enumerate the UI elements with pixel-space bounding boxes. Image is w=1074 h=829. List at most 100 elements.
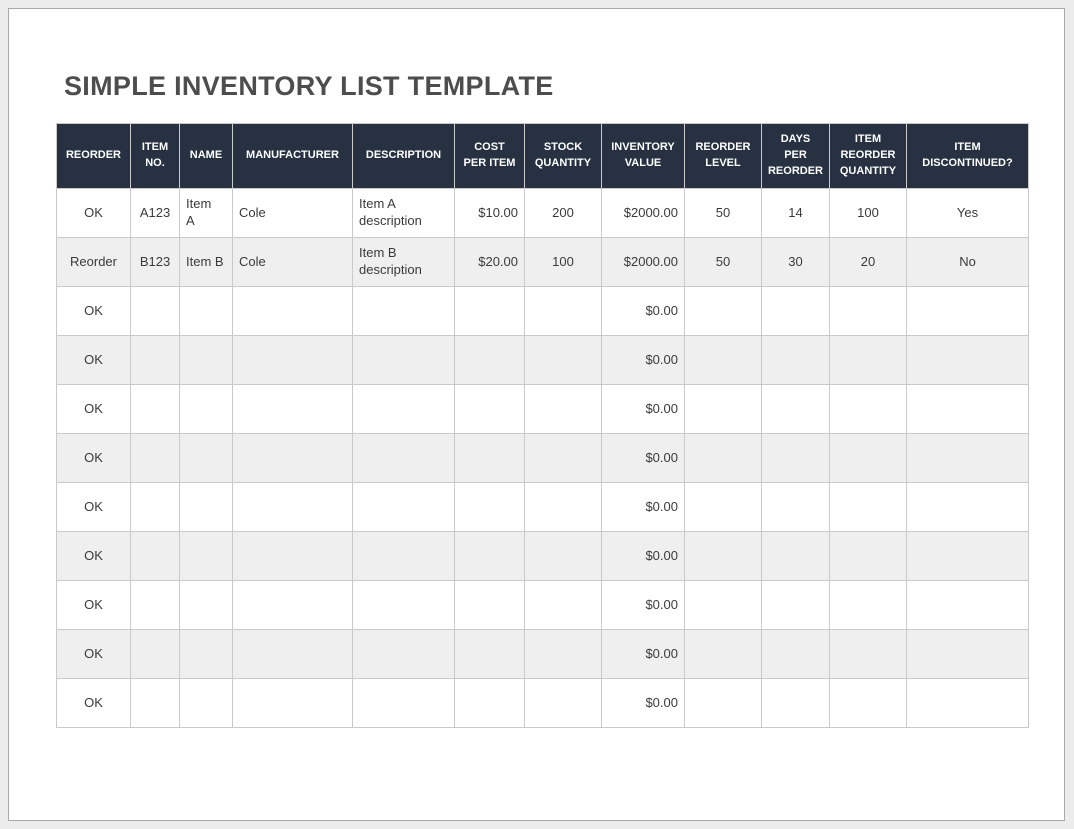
cell-cost_per_item[interactable] (454, 531, 525, 581)
cell-manufacturer[interactable] (232, 482, 353, 532)
cell-cost_per_item[interactable] (454, 629, 525, 679)
cell-manufacturer[interactable] (232, 433, 353, 483)
cell-description[interactable] (352, 580, 455, 630)
cell-reorder[interactable]: OK (56, 286, 131, 336)
cell-item_reorder_quantity[interactable] (829, 286, 907, 336)
cell-inventory_value[interactable]: $0.00 (601, 580, 685, 630)
cell-reorder_level[interactable] (684, 286, 762, 336)
cell-reorder[interactable]: OK (56, 433, 131, 483)
cell-item_discontinued[interactable] (906, 678, 1029, 728)
cell-stock_quantity[interactable] (524, 433, 602, 483)
cell-name[interactable] (179, 482, 233, 532)
cell-name[interactable]: Item A (179, 188, 233, 238)
cell-manufacturer[interactable] (232, 678, 353, 728)
cell-stock_quantity[interactable] (524, 629, 602, 679)
cell-reorder_level[interactable] (684, 384, 762, 434)
cell-stock_quantity[interactable] (524, 384, 602, 434)
cell-reorder[interactable]: OK (56, 678, 131, 728)
cell-item_reorder_quantity[interactable] (829, 384, 907, 434)
cell-description[interactable] (352, 678, 455, 728)
cell-manufacturer[interactable] (232, 629, 353, 679)
cell-item_no[interactable]: B123 (130, 237, 180, 287)
cell-item_no[interactable] (130, 482, 180, 532)
cell-item_discontinued[interactable]: Yes (906, 188, 1029, 238)
cell-item_no[interactable] (130, 678, 180, 728)
cell-item_discontinued[interactable] (906, 482, 1029, 532)
cell-days_per_reorder[interactable] (761, 580, 830, 630)
cell-stock_quantity[interactable] (524, 286, 602, 336)
cell-item_reorder_quantity[interactable] (829, 482, 907, 532)
cell-stock_quantity[interactable] (524, 531, 602, 581)
cell-manufacturer[interactable] (232, 531, 353, 581)
cell-reorder_level[interactable] (684, 433, 762, 483)
cell-item_discontinued[interactable] (906, 580, 1029, 630)
cell-manufacturer[interactable] (232, 335, 353, 385)
cell-inventory_value[interactable]: $0.00 (601, 384, 685, 434)
cell-name[interactable] (179, 678, 233, 728)
cell-days_per_reorder[interactable] (761, 384, 830, 434)
cell-inventory_value[interactable]: $0.00 (601, 678, 685, 728)
cell-cost_per_item[interactable] (454, 286, 525, 336)
cell-manufacturer[interactable] (232, 384, 353, 434)
cell-name[interactable] (179, 531, 233, 581)
cell-reorder[interactable]: OK (56, 482, 131, 532)
cell-description[interactable] (352, 629, 455, 679)
cell-description[interactable] (352, 433, 455, 483)
cell-days_per_reorder[interactable] (761, 678, 830, 728)
cell-item_no[interactable] (130, 433, 180, 483)
cell-days_per_reorder[interactable] (761, 531, 830, 581)
cell-reorder_level[interactable]: 50 (684, 188, 762, 238)
cell-inventory_value[interactable]: $0.00 (601, 335, 685, 385)
cell-item_no[interactable]: A123 (130, 188, 180, 238)
cell-inventory_value[interactable]: $0.00 (601, 433, 685, 483)
cell-item_reorder_quantity[interactable] (829, 629, 907, 679)
cell-reorder_level[interactable] (684, 678, 762, 728)
cell-item_reorder_quantity[interactable]: 20 (829, 237, 907, 287)
cell-item_no[interactable] (130, 531, 180, 581)
cell-cost_per_item[interactable] (454, 482, 525, 532)
cell-stock_quantity[interactable]: 200 (524, 188, 602, 238)
cell-reorder[interactable]: Reorder (56, 237, 131, 287)
cell-reorder[interactable]: OK (56, 580, 131, 630)
cell-days_per_reorder[interactable]: 14 (761, 188, 830, 238)
cell-cost_per_item[interactable] (454, 678, 525, 728)
cell-reorder[interactable]: OK (56, 531, 131, 581)
cell-cost_per_item[interactable] (454, 335, 525, 385)
cell-manufacturer[interactable]: Cole (232, 188, 353, 238)
cell-item_no[interactable] (130, 286, 180, 336)
cell-item_reorder_quantity[interactable] (829, 580, 907, 630)
cell-item_reorder_quantity[interactable] (829, 433, 907, 483)
cell-item_no[interactable] (130, 580, 180, 630)
cell-reorder_level[interactable] (684, 629, 762, 679)
cell-days_per_reorder[interactable] (761, 335, 830, 385)
cell-cost_per_item[interactable]: $20.00 (454, 237, 525, 287)
cell-item_no[interactable] (130, 335, 180, 385)
cell-reorder_level[interactable] (684, 580, 762, 630)
cell-reorder_level[interactable] (684, 531, 762, 581)
cell-stock_quantity[interactable]: 100 (524, 237, 602, 287)
cell-days_per_reorder[interactable] (761, 286, 830, 336)
cell-item_discontinued[interactable] (906, 531, 1029, 581)
cell-item_discontinued[interactable] (906, 629, 1029, 679)
cell-cost_per_item[interactable] (454, 580, 525, 630)
cell-item_discontinued[interactable] (906, 286, 1029, 336)
cell-inventory_value[interactable]: $0.00 (601, 531, 685, 581)
cell-description[interactable]: Item B description (352, 237, 455, 287)
cell-stock_quantity[interactable] (524, 482, 602, 532)
cell-inventory_value[interactable]: $2000.00 (601, 188, 685, 238)
cell-item_reorder_quantity[interactable]: 100 (829, 188, 907, 238)
cell-cost_per_item[interactable]: $10.00 (454, 188, 525, 238)
cell-reorder[interactable]: OK (56, 335, 131, 385)
cell-item_discontinued[interactable]: No (906, 237, 1029, 287)
cell-inventory_value[interactable]: $0.00 (601, 286, 685, 336)
cell-name[interactable]: Item B (179, 237, 233, 287)
cell-item_reorder_quantity[interactable] (829, 678, 907, 728)
cell-reorder_level[interactable]: 50 (684, 237, 762, 287)
cell-description[interactable] (352, 286, 455, 336)
cell-stock_quantity[interactable] (524, 335, 602, 385)
cell-inventory_value[interactable]: $0.00 (601, 482, 685, 532)
cell-description[interactable] (352, 482, 455, 532)
cell-reorder[interactable]: OK (56, 384, 131, 434)
cell-reorder_level[interactable] (684, 335, 762, 385)
cell-description[interactable] (352, 531, 455, 581)
